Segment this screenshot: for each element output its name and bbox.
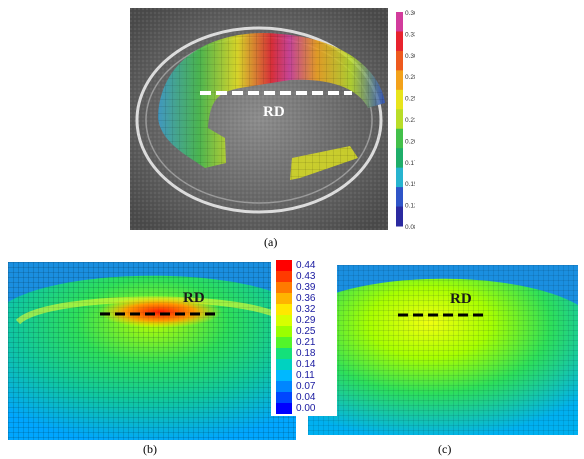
panel-c-caption: (c) xyxy=(438,442,452,456)
legend-bc-value: 0.39 xyxy=(296,282,316,293)
legend-bc-value: 0.36 xyxy=(296,293,316,304)
legend-bc-swatch xyxy=(276,326,292,337)
legend-bc-swatch xyxy=(276,271,292,282)
colorbar-a-swatch xyxy=(396,128,403,149)
legend-bc-swatch xyxy=(276,260,292,271)
legend-bc-value: 0.25 xyxy=(296,326,316,337)
panel-a: RD 0.3620.3350.3090.2830.2560.2300.2030.… xyxy=(130,8,422,231)
legend-bc-value: 0.18 xyxy=(296,348,316,359)
legend-bc-swatch xyxy=(276,370,292,381)
colorbar-a-tick-label: 0.177 xyxy=(405,160,415,167)
panel-b: RD xyxy=(8,262,296,440)
legend-bc-swatch xyxy=(276,359,292,370)
colorbar-a-tick-label: 0.283 xyxy=(405,74,415,81)
legend-bc-swatch xyxy=(276,293,292,304)
legend-bc-swatch xyxy=(276,304,292,315)
colorbar-a-swatch xyxy=(396,70,403,91)
panel-c-rd-label: RD xyxy=(450,291,472,307)
legend-bc-value: 0.07 xyxy=(296,381,316,392)
colorbar-a-tick-label: 0.151 xyxy=(405,181,415,188)
colorbar-a-tick-label: 0.309 xyxy=(405,53,415,60)
legend-bc-swatch xyxy=(276,337,292,348)
panel-a-colorbar: 0.362 0.335 0.309 0.283 0.256 0.230 0.203 0.177… xyxy=(396,10,422,231)
legend-bc-value: 0.11 xyxy=(296,370,315,381)
colorbar-a-tick-label: 0.203 xyxy=(405,138,415,145)
colorbar-a-tick-label: 0.124 xyxy=(405,203,415,210)
legend-bc-swatch xyxy=(276,381,292,392)
panel-c-figure: RD xyxy=(308,265,578,435)
colorbar-a-swatch xyxy=(396,50,403,71)
colorbar-a-swatch xyxy=(396,31,403,52)
legend-bc-value: 0.14 xyxy=(296,359,316,370)
legend-bc-swatch xyxy=(276,348,292,359)
panel-b-figure: RD xyxy=(8,262,296,440)
panel-b-caption: (b) xyxy=(143,442,157,456)
colorbar-a-swatch xyxy=(396,12,403,32)
legend-bc-swatch xyxy=(276,403,292,414)
panel-a-figure: RD 0.3620.3350.3090.2830.2560.2300.2030.… xyxy=(130,8,422,231)
legend-bc-swatch xyxy=(276,282,292,293)
panel-c: RD xyxy=(308,265,578,435)
legend-bc-value: 0.04 xyxy=(296,392,316,403)
panel-a-caption: (a) xyxy=(264,235,278,249)
colorbar-a-tick-label: 0.256 xyxy=(405,96,415,103)
colorbar-a-swatch xyxy=(396,148,403,169)
colorbar-a-tick-label: 0.362 xyxy=(405,10,415,17)
colorbar-a-swatch xyxy=(396,206,403,227)
panel-bc-colorbar: 0.44 0.43 0.39 0.36 0.32 0.29 0.25 0.21 0.18 0.14… xyxy=(271,258,337,416)
legend-bc-value: 0.44 xyxy=(296,260,316,271)
colorbar-a-swatch xyxy=(396,187,403,208)
panel-b-rd-label: RD xyxy=(183,290,205,306)
colorbar-a-swatch xyxy=(396,167,403,188)
colorbar-a-tick-label: 0.335 xyxy=(405,31,415,38)
legend-bc-value: 0.29 xyxy=(296,315,316,326)
colorbar-a-tick-label: 0.230 xyxy=(405,117,415,124)
legend-bc-swatch xyxy=(276,392,292,403)
colorbar-a-tick-label: 0.085 xyxy=(405,224,415,230)
legend-bc-value: 0.32 xyxy=(296,304,316,315)
legend-bc-value: 0.00 xyxy=(296,403,316,414)
colorbar-a-swatch xyxy=(396,89,403,110)
legend-bc-swatch xyxy=(276,315,292,326)
colorbar-a-swatch xyxy=(396,109,403,130)
panel-a-rd-label: RD xyxy=(263,104,285,120)
legend-bc-value: 0.43 xyxy=(296,271,316,282)
legend-bc-value: 0.21 xyxy=(296,337,316,348)
